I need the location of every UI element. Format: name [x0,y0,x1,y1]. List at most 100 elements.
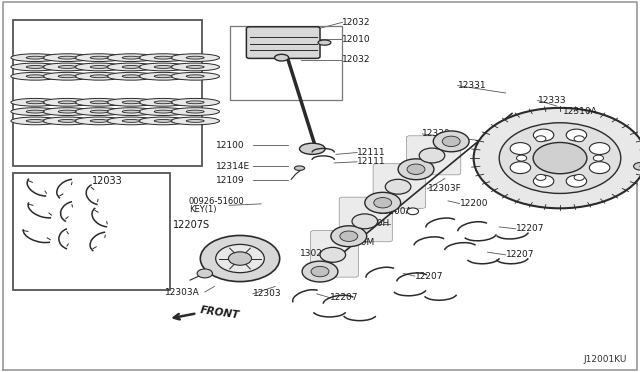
Circle shape [533,175,554,187]
Circle shape [510,162,531,174]
Ellipse shape [139,108,188,115]
Text: 12200: 12200 [460,199,488,208]
Circle shape [374,198,392,208]
Circle shape [302,261,338,282]
Ellipse shape [90,56,108,59]
Ellipse shape [186,101,204,104]
Circle shape [589,142,610,154]
Ellipse shape [75,99,124,106]
Circle shape [510,142,531,154]
Text: 12033: 12033 [92,176,123,186]
Ellipse shape [107,54,156,61]
FancyBboxPatch shape [310,231,358,277]
FancyBboxPatch shape [13,173,170,290]
Ellipse shape [90,101,108,104]
Text: 12207S: 12207S [173,220,210,230]
Circle shape [385,179,411,194]
Text: 12314E: 12314E [216,162,250,171]
Ellipse shape [90,110,108,113]
Text: FRONT: FRONT [200,305,241,320]
Circle shape [589,162,610,174]
Circle shape [311,266,329,277]
Text: 12109: 12109 [216,176,245,185]
Circle shape [593,155,604,161]
Ellipse shape [58,75,76,78]
Ellipse shape [171,117,220,125]
Ellipse shape [186,110,204,113]
Text: 12207: 12207 [506,250,534,259]
Circle shape [516,155,527,161]
Ellipse shape [122,75,140,78]
Text: 12333: 12333 [538,96,566,105]
Text: 12032: 12032 [342,55,371,64]
Ellipse shape [58,56,76,59]
Text: 13021: 13021 [300,249,328,258]
Circle shape [499,123,621,193]
Text: 12200M: 12200M [339,238,376,247]
Ellipse shape [139,73,188,80]
Circle shape [407,208,419,215]
Circle shape [407,164,425,174]
Ellipse shape [139,63,188,71]
Ellipse shape [26,65,44,68]
Text: J12001KU: J12001KU [584,355,627,364]
Ellipse shape [171,63,220,71]
Ellipse shape [154,56,172,59]
Text: 12207: 12207 [516,224,545,233]
Circle shape [574,136,584,142]
Ellipse shape [171,99,220,106]
Circle shape [320,247,346,262]
FancyBboxPatch shape [406,136,461,175]
Circle shape [197,269,212,278]
Ellipse shape [75,73,124,80]
Text: 12111: 12111 [357,148,386,157]
Text: 12200H: 12200H [355,219,390,228]
Text: 12303A: 12303A [165,288,200,296]
Ellipse shape [171,108,220,115]
Ellipse shape [75,108,124,115]
Circle shape [442,136,460,147]
Circle shape [340,231,358,241]
Ellipse shape [58,119,76,122]
Ellipse shape [58,65,76,68]
Circle shape [352,214,378,229]
FancyBboxPatch shape [373,164,426,208]
Ellipse shape [318,40,331,45]
Ellipse shape [154,110,172,113]
Ellipse shape [122,65,140,68]
Circle shape [558,137,632,180]
Ellipse shape [11,73,60,80]
Text: 12207: 12207 [330,293,358,302]
Ellipse shape [90,65,108,68]
Circle shape [433,131,469,152]
Ellipse shape [11,63,60,71]
Ellipse shape [275,54,289,61]
Circle shape [634,163,640,170]
Ellipse shape [171,54,220,61]
Ellipse shape [58,110,76,113]
Ellipse shape [11,108,60,115]
Ellipse shape [154,65,172,68]
Ellipse shape [26,56,44,59]
Ellipse shape [107,73,156,80]
Circle shape [574,174,584,180]
Ellipse shape [186,119,204,122]
Text: 12032: 12032 [342,18,371,27]
Ellipse shape [26,110,44,113]
Text: KEY(1): KEY(1) [189,205,216,214]
Text: 12200A: 12200A [378,207,412,216]
Ellipse shape [186,75,204,78]
Circle shape [566,129,587,141]
Ellipse shape [75,117,124,125]
Ellipse shape [75,63,124,71]
Ellipse shape [90,75,108,78]
Ellipse shape [139,99,188,106]
Circle shape [365,192,401,213]
Text: 12330: 12330 [422,129,451,138]
FancyBboxPatch shape [339,197,392,242]
Ellipse shape [154,101,172,104]
Ellipse shape [43,99,92,106]
Ellipse shape [122,119,140,122]
Circle shape [228,252,252,265]
Ellipse shape [107,99,156,106]
